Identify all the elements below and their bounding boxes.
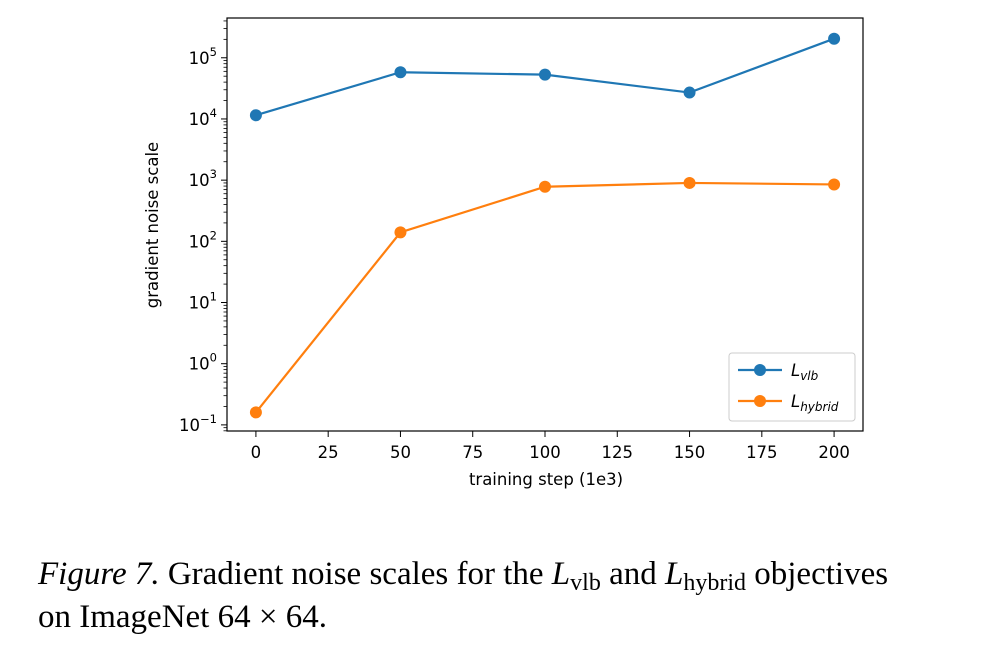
caption-l-vlb-base: L <box>552 556 570 592</box>
legend-marker-vlb <box>754 364 766 376</box>
y-tick-label: 101 <box>189 290 217 313</box>
y-tick-label: 104 <box>189 106 217 129</box>
caption-text-3: objectives <box>754 556 888 592</box>
series-vlb <box>250 33 840 122</box>
x-tick-label: 75 <box>462 443 483 462</box>
data-point-hybrid <box>394 226 406 238</box>
caption-l-hybrid-base: L <box>665 556 683 592</box>
caption-text-1: Gradient noise scales for the <box>168 556 544 592</box>
caption-l-hybrid: Lhybrid <box>665 556 746 592</box>
y-tick-label: 10−1 <box>179 412 217 435</box>
x-tick-label: 125 <box>602 443 634 462</box>
data-point-vlb <box>828 33 840 45</box>
data-point-vlb <box>394 66 406 78</box>
figure-caption: Figure 7. Gradient noise scales for the … <box>38 553 978 639</box>
x-axis: 0 25 50 75 100 125 150 175 200 <box>251 431 850 462</box>
caption-period: . <box>319 599 327 635</box>
data-point-vlb <box>539 69 551 81</box>
y-axis: 10−1 100 101 102 103 104 105 <box>179 21 227 435</box>
x-tick-label: 175 <box>746 443 778 462</box>
x-tick-label: 200 <box>818 443 850 462</box>
data-point-hybrid <box>539 181 551 193</box>
x-tick-label: 25 <box>318 443 339 462</box>
caption-l-vlb: Lvlb <box>552 556 601 592</box>
y-tick-label: 103 <box>189 167 217 190</box>
y-axis-label: gradient noise scale <box>143 142 162 308</box>
y-tick-label: 102 <box>189 228 217 251</box>
x-axis-label: training step (1e3) <box>469 470 623 489</box>
x-tick-label: 100 <box>529 443 561 462</box>
data-point-hybrid <box>684 177 696 189</box>
legend-marker-hybrid <box>754 395 766 407</box>
chart: 10−1 100 101 102 103 104 105 0 25 50 75 100 125 150 1… <box>0 0 989 540</box>
caption-l-hybrid-sub: hybrid <box>683 570 746 596</box>
caption-label: Figure 7. <box>38 556 160 592</box>
data-point-hybrid <box>250 406 262 418</box>
x-tick-label: 0 <box>251 443 262 462</box>
data-point-vlb <box>250 109 262 121</box>
caption-l-vlb-sub: vlb <box>570 570 601 596</box>
caption-line2-prefix: on ImageNet <box>38 599 209 635</box>
data-point-vlb <box>684 87 696 99</box>
x-tick-label: 50 <box>390 443 411 462</box>
x-tick-label: 150 <box>674 443 706 462</box>
caption-text-2: and <box>609 556 657 592</box>
y-tick-label: 105 <box>189 45 217 68</box>
caption-resolution: 64 × 64 <box>218 599 319 635</box>
y-tick-label: 100 <box>189 351 217 374</box>
data-point-hybrid <box>828 178 840 190</box>
